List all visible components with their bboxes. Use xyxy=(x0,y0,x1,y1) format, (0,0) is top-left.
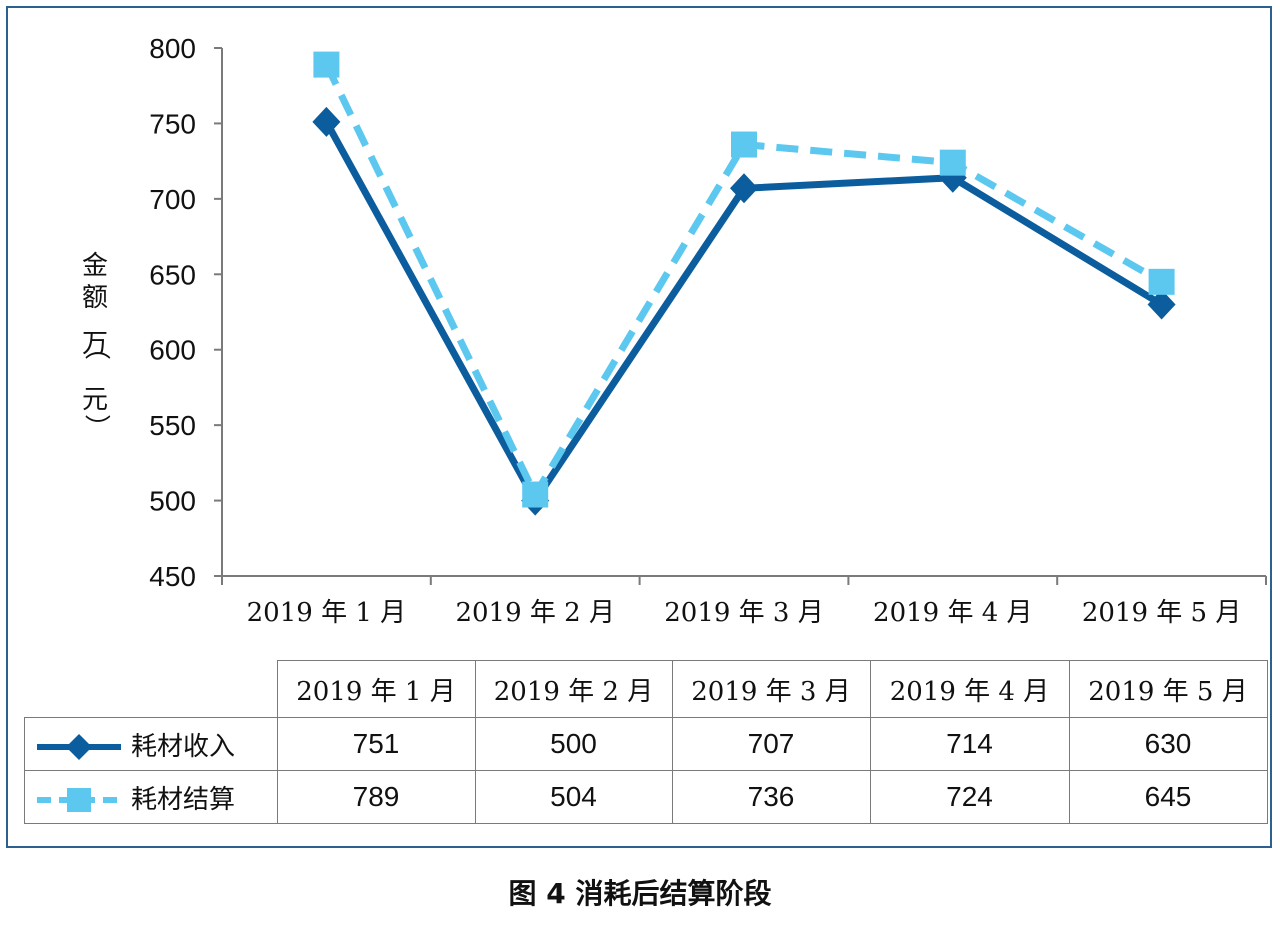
y-tick-label: 750 xyxy=(149,108,196,139)
legend-marker-diamond-icon xyxy=(37,734,121,760)
series-line-1 xyxy=(323,63,1164,502)
y-axis-ticks: 450 500 550 600 650 700 750 800 xyxy=(149,33,222,592)
legend-label-settlement: 耗材结算 xyxy=(131,784,236,815)
table-header-row: 2019 年 1 月 2019 年 2 月 2019 年 3 月 2019 年 4 月… xyxy=(24,660,1268,718)
table-row: 耗材收入 751 500 707 714 630 xyxy=(24,717,1268,771)
y-tick-label: 700 xyxy=(149,184,196,215)
x-tick-label: 2019 年 1 月 xyxy=(247,598,407,628)
y-axis-label-char: 万 xyxy=(82,329,108,359)
legend-label-income: 耗材收入 xyxy=(131,731,236,762)
table-header-cell: 2019 年 5 月 xyxy=(1068,660,1268,718)
figure-caption: 图 4 消耗后结算阶段 xyxy=(508,877,772,910)
x-tick-label: 2019 年 5 月 xyxy=(1082,598,1242,628)
table-header-cell: 2019 年 2 月 xyxy=(474,660,673,718)
data-point-square xyxy=(522,481,549,508)
table-header-cell: 2019 年 3 月 xyxy=(671,660,871,718)
y-tick-label: 600 xyxy=(149,335,196,366)
table-value-cell: 645 xyxy=(1068,770,1268,824)
x-axis-ticks: 2019 年 1 月 2019 年 2 月 2019 年 3 月 2019 年 4 月… xyxy=(247,598,1242,628)
y-tick-label: 550 xyxy=(149,410,196,441)
table-value-cell: 630 xyxy=(1068,717,1268,771)
table-value-cell: 500 xyxy=(474,717,673,771)
legend-cell-settlement: 耗材结算 xyxy=(24,770,278,824)
y-axis-label-char: ） xyxy=(81,414,111,440)
y-axis-label: 金额 （万元） xyxy=(81,251,111,440)
series-lines xyxy=(323,63,1164,508)
data-table: 2019 年 1 月 2019 年 2 月 2019 年 3 月 2019 年 4 月… xyxy=(24,660,1268,824)
data-point-square xyxy=(731,131,757,158)
y-axis-label-char: （ xyxy=(81,334,111,360)
x-tick-label: 2019 年 2 月 xyxy=(455,598,615,628)
x-tick-label: 2019 年 3 月 xyxy=(664,598,824,628)
y-axis-label-char: 元 xyxy=(82,385,108,415)
table-value-cell: 736 xyxy=(671,770,871,824)
y-axis-label-char: 额 xyxy=(82,283,108,313)
y-tick-label: 500 xyxy=(149,486,196,517)
data-point-diamond xyxy=(1147,289,1176,320)
legend-marker-square-icon xyxy=(37,788,121,812)
data-point-diamond xyxy=(312,106,341,137)
data-point-square xyxy=(939,149,966,176)
table-value-cell: 714 xyxy=(869,717,1070,771)
series-markers xyxy=(312,51,1176,516)
table-value-cell: 724 xyxy=(869,770,1070,824)
x-tick-label: 2019 年 4 月 xyxy=(873,598,1033,628)
table-value-cell: 789 xyxy=(276,770,476,824)
y-tick-label: 650 xyxy=(149,259,196,290)
y-tick-label: 450 xyxy=(149,561,196,592)
data-point-square xyxy=(313,51,340,78)
table-row: 耗材结算 789 504 736 724 645 xyxy=(24,770,1268,824)
y-axis-label-char: 金 xyxy=(82,251,108,281)
table-header-cell: 2019 年 1 月 xyxy=(276,660,476,718)
axes xyxy=(221,48,1267,585)
table-value-cell: 504 xyxy=(474,770,673,824)
table-header-cell: 2019 年 4 月 xyxy=(869,660,1070,718)
table-value-cell: 751 xyxy=(276,717,476,771)
data-point-diamond xyxy=(730,173,758,204)
legend-cell-income: 耗材收入 xyxy=(24,717,278,771)
table-corner xyxy=(24,660,278,718)
table-value-cell: 707 xyxy=(671,717,871,771)
data-point-square xyxy=(1148,268,1175,295)
figure-frame xyxy=(6,6,1272,848)
y-tick-label: 800 xyxy=(149,33,196,64)
